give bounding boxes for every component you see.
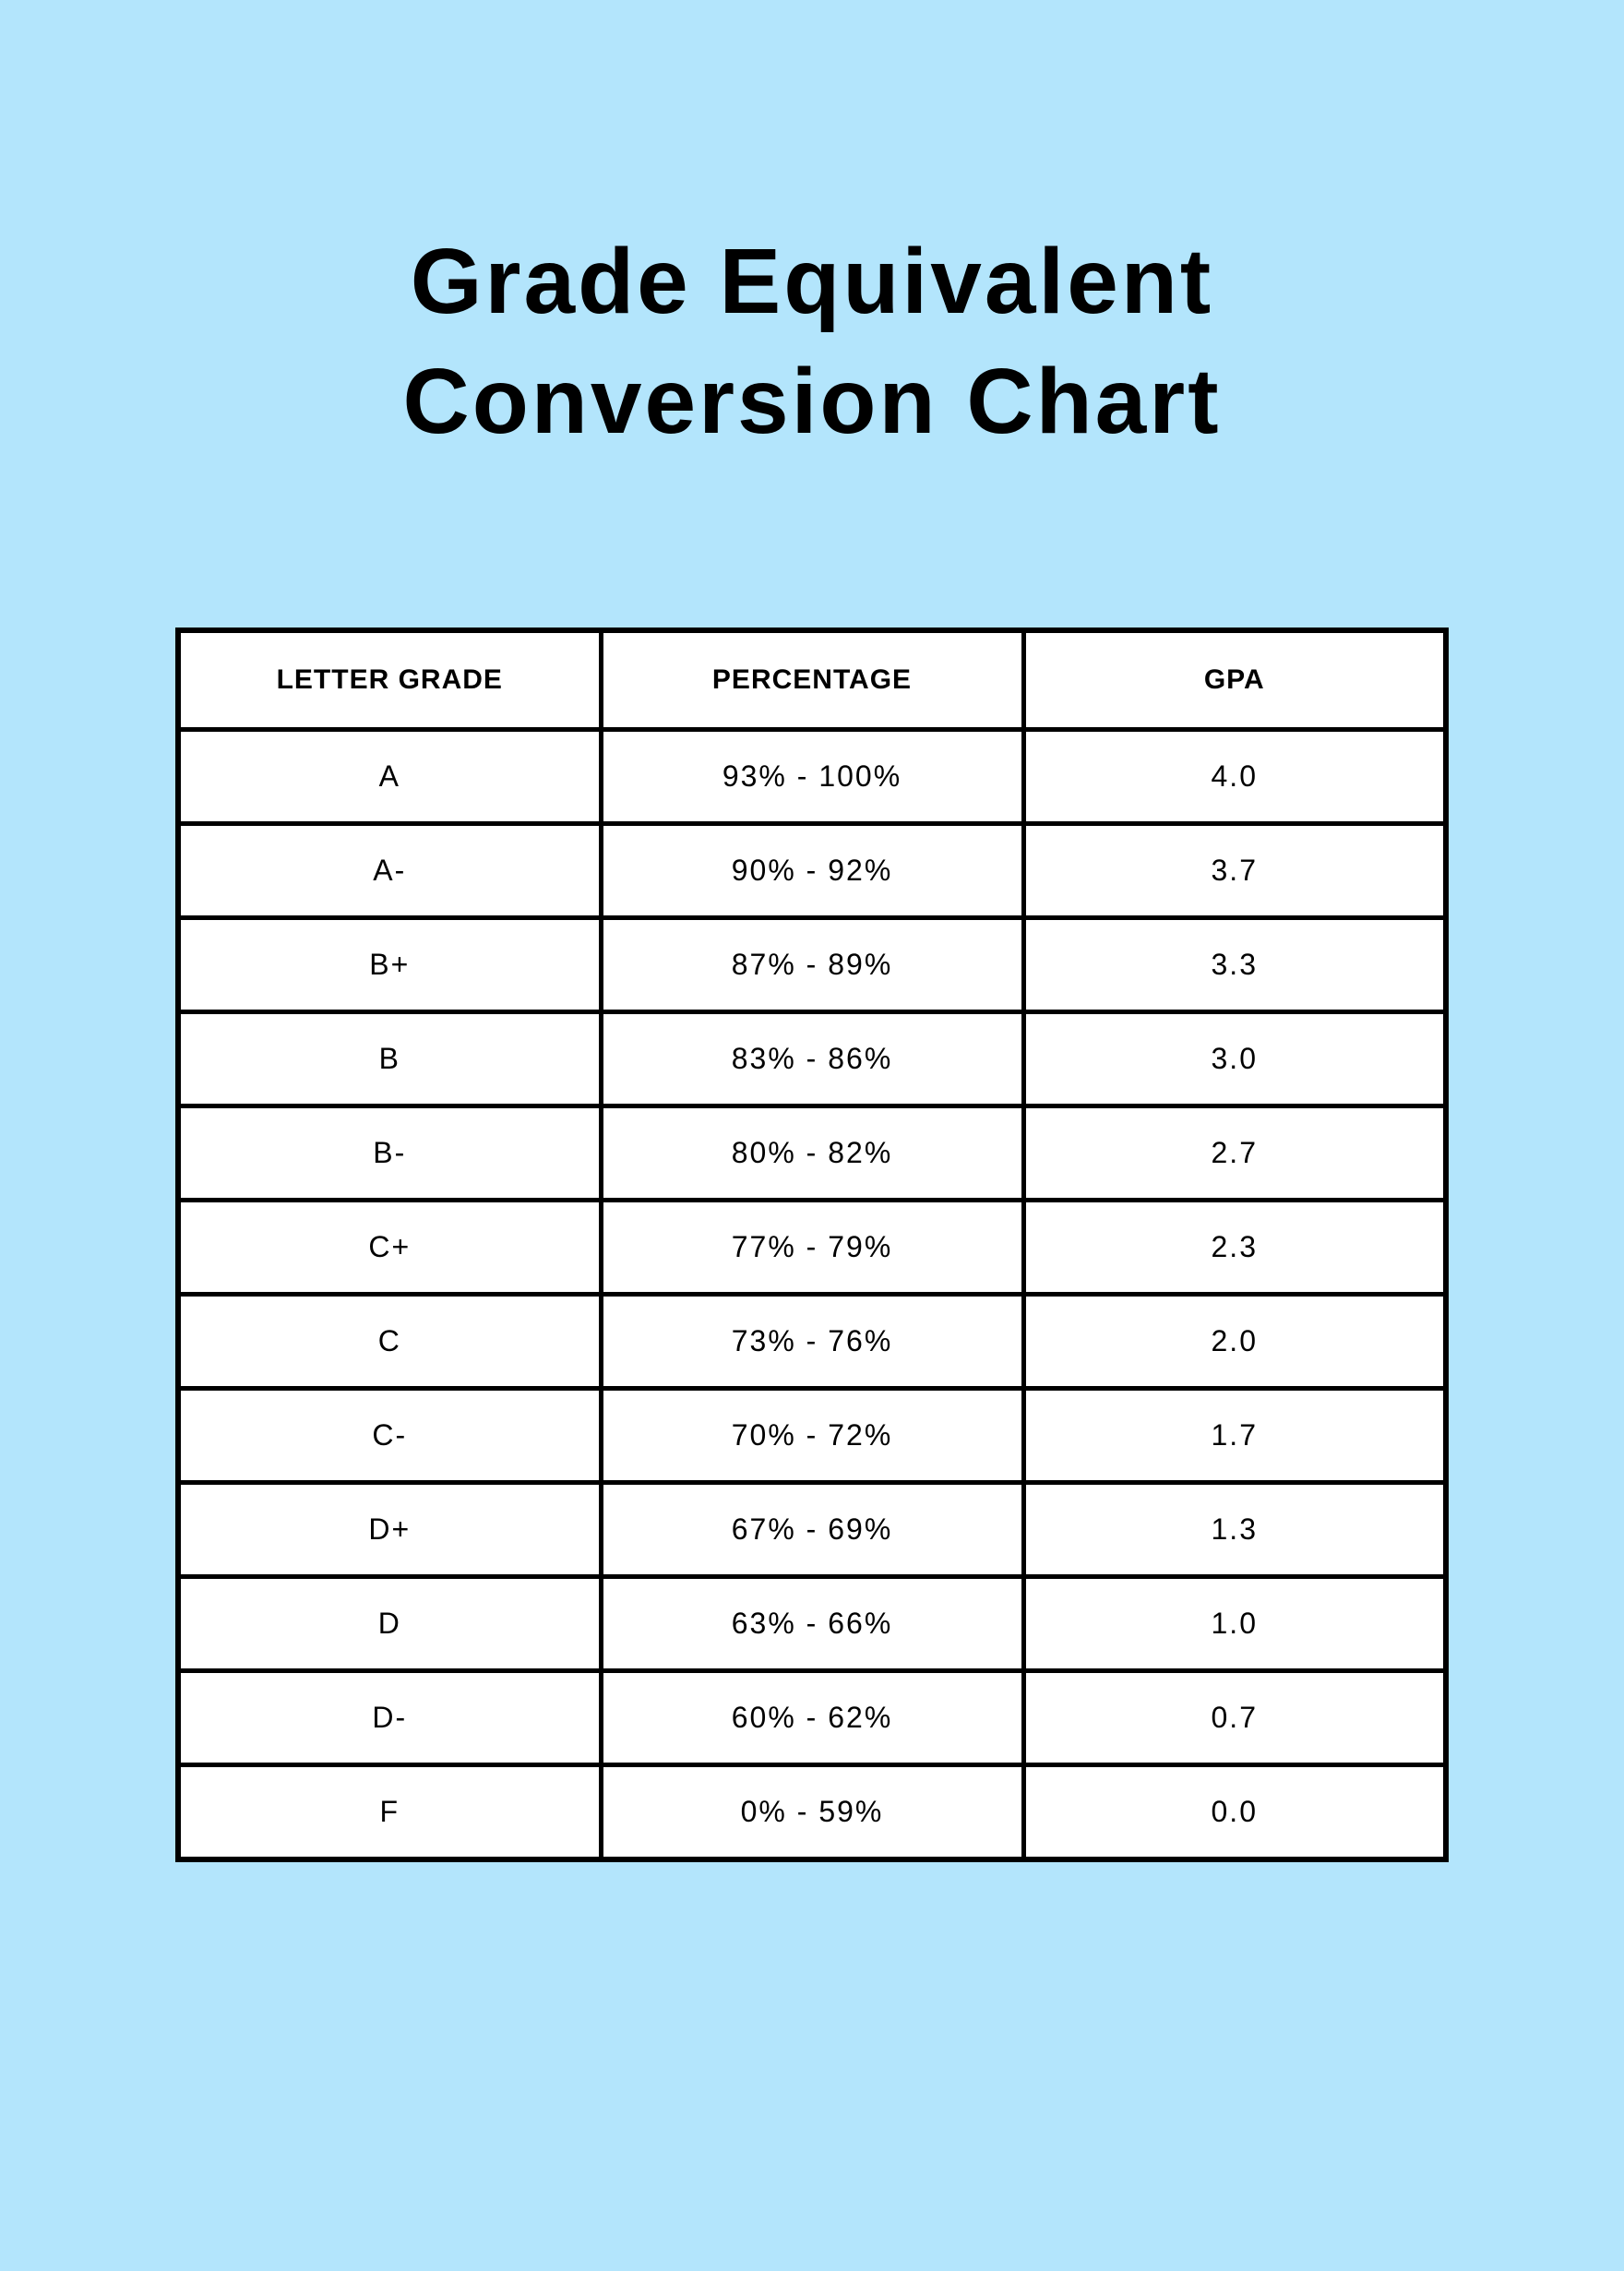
cell-percentage: 93% - 100% xyxy=(601,730,1023,824)
cell-letter: C+ xyxy=(178,1201,601,1295)
cell-percentage: 0% - 59% xyxy=(601,1765,1023,1860)
title-line-1: Grade Equivalent xyxy=(411,230,1213,333)
cell-percentage: 70% - 72% xyxy=(601,1389,1023,1483)
cell-letter: A- xyxy=(178,824,601,918)
cell-letter: B- xyxy=(178,1106,601,1201)
cell-letter: D+ xyxy=(178,1483,601,1577)
cell-percentage: 83% - 86% xyxy=(601,1012,1023,1106)
cell-percentage: 73% - 76% xyxy=(601,1295,1023,1389)
header-percentage: PERCENTAGE xyxy=(601,630,1023,730)
table-row: A 93% - 100% 4.0 xyxy=(178,730,1446,824)
title-line-2: Conversion Chart xyxy=(402,350,1221,453)
cell-letter: F xyxy=(178,1765,601,1860)
cell-letter: D- xyxy=(178,1671,601,1765)
page-title: Grade Equivalent Conversion Chart xyxy=(402,221,1221,461)
table-row: F 0% - 59% 0.0 xyxy=(178,1765,1446,1860)
cell-letter: B xyxy=(178,1012,601,1106)
header-letter-grade: LETTER GRADE xyxy=(178,630,601,730)
cell-gpa: 3.7 xyxy=(1023,824,1446,918)
cell-letter: C xyxy=(178,1295,601,1389)
grade-conversion-table: LETTER GRADE PERCENTAGE GPA A 93% - 100%… xyxy=(175,628,1449,1862)
cell-percentage: 63% - 66% xyxy=(601,1577,1023,1671)
cell-letter: C- xyxy=(178,1389,601,1483)
table-row: A- 90% - 92% 3.7 xyxy=(178,824,1446,918)
cell-gpa: 2.3 xyxy=(1023,1201,1446,1295)
table-body: A 93% - 100% 4.0 A- 90% - 92% 3.7 B+ 87%… xyxy=(178,730,1446,1860)
table-row: B+ 87% - 89% 3.3 xyxy=(178,918,1446,1012)
cell-percentage: 77% - 79% xyxy=(601,1201,1023,1295)
cell-gpa: 1.0 xyxy=(1023,1577,1446,1671)
cell-percentage: 67% - 69% xyxy=(601,1483,1023,1577)
cell-gpa: 0.7 xyxy=(1023,1671,1446,1765)
cell-letter: D xyxy=(178,1577,601,1671)
cell-gpa: 2.0 xyxy=(1023,1295,1446,1389)
cell-gpa: 1.3 xyxy=(1023,1483,1446,1577)
table-row: D- 60% - 62% 0.7 xyxy=(178,1671,1446,1765)
cell-percentage: 60% - 62% xyxy=(601,1671,1023,1765)
cell-gpa: 1.7 xyxy=(1023,1389,1446,1483)
cell-gpa: 3.3 xyxy=(1023,918,1446,1012)
header-gpa: GPA xyxy=(1023,630,1446,730)
grade-table-container: LETTER GRADE PERCENTAGE GPA A 93% - 100%… xyxy=(175,628,1449,1862)
table-row: D 63% - 66% 1.0 xyxy=(178,1577,1446,1671)
cell-letter: B+ xyxy=(178,918,601,1012)
cell-percentage: 87% - 89% xyxy=(601,918,1023,1012)
cell-gpa: 4.0 xyxy=(1023,730,1446,824)
table-row: B- 80% - 82% 2.7 xyxy=(178,1106,1446,1201)
table-row: C- 70% - 72% 1.7 xyxy=(178,1389,1446,1483)
cell-gpa: 2.7 xyxy=(1023,1106,1446,1201)
cell-letter: A xyxy=(178,730,601,824)
table-row: B 83% - 86% 3.0 xyxy=(178,1012,1446,1106)
table-row: D+ 67% - 69% 1.3 xyxy=(178,1483,1446,1577)
cell-percentage: 80% - 82% xyxy=(601,1106,1023,1201)
table-row: C+ 77% - 79% 2.3 xyxy=(178,1201,1446,1295)
cell-percentage: 90% - 92% xyxy=(601,824,1023,918)
table-row: C 73% - 76% 2.0 xyxy=(178,1295,1446,1389)
cell-gpa: 0.0 xyxy=(1023,1765,1446,1860)
cell-gpa: 3.0 xyxy=(1023,1012,1446,1106)
table-header-row: LETTER GRADE PERCENTAGE GPA xyxy=(178,630,1446,730)
